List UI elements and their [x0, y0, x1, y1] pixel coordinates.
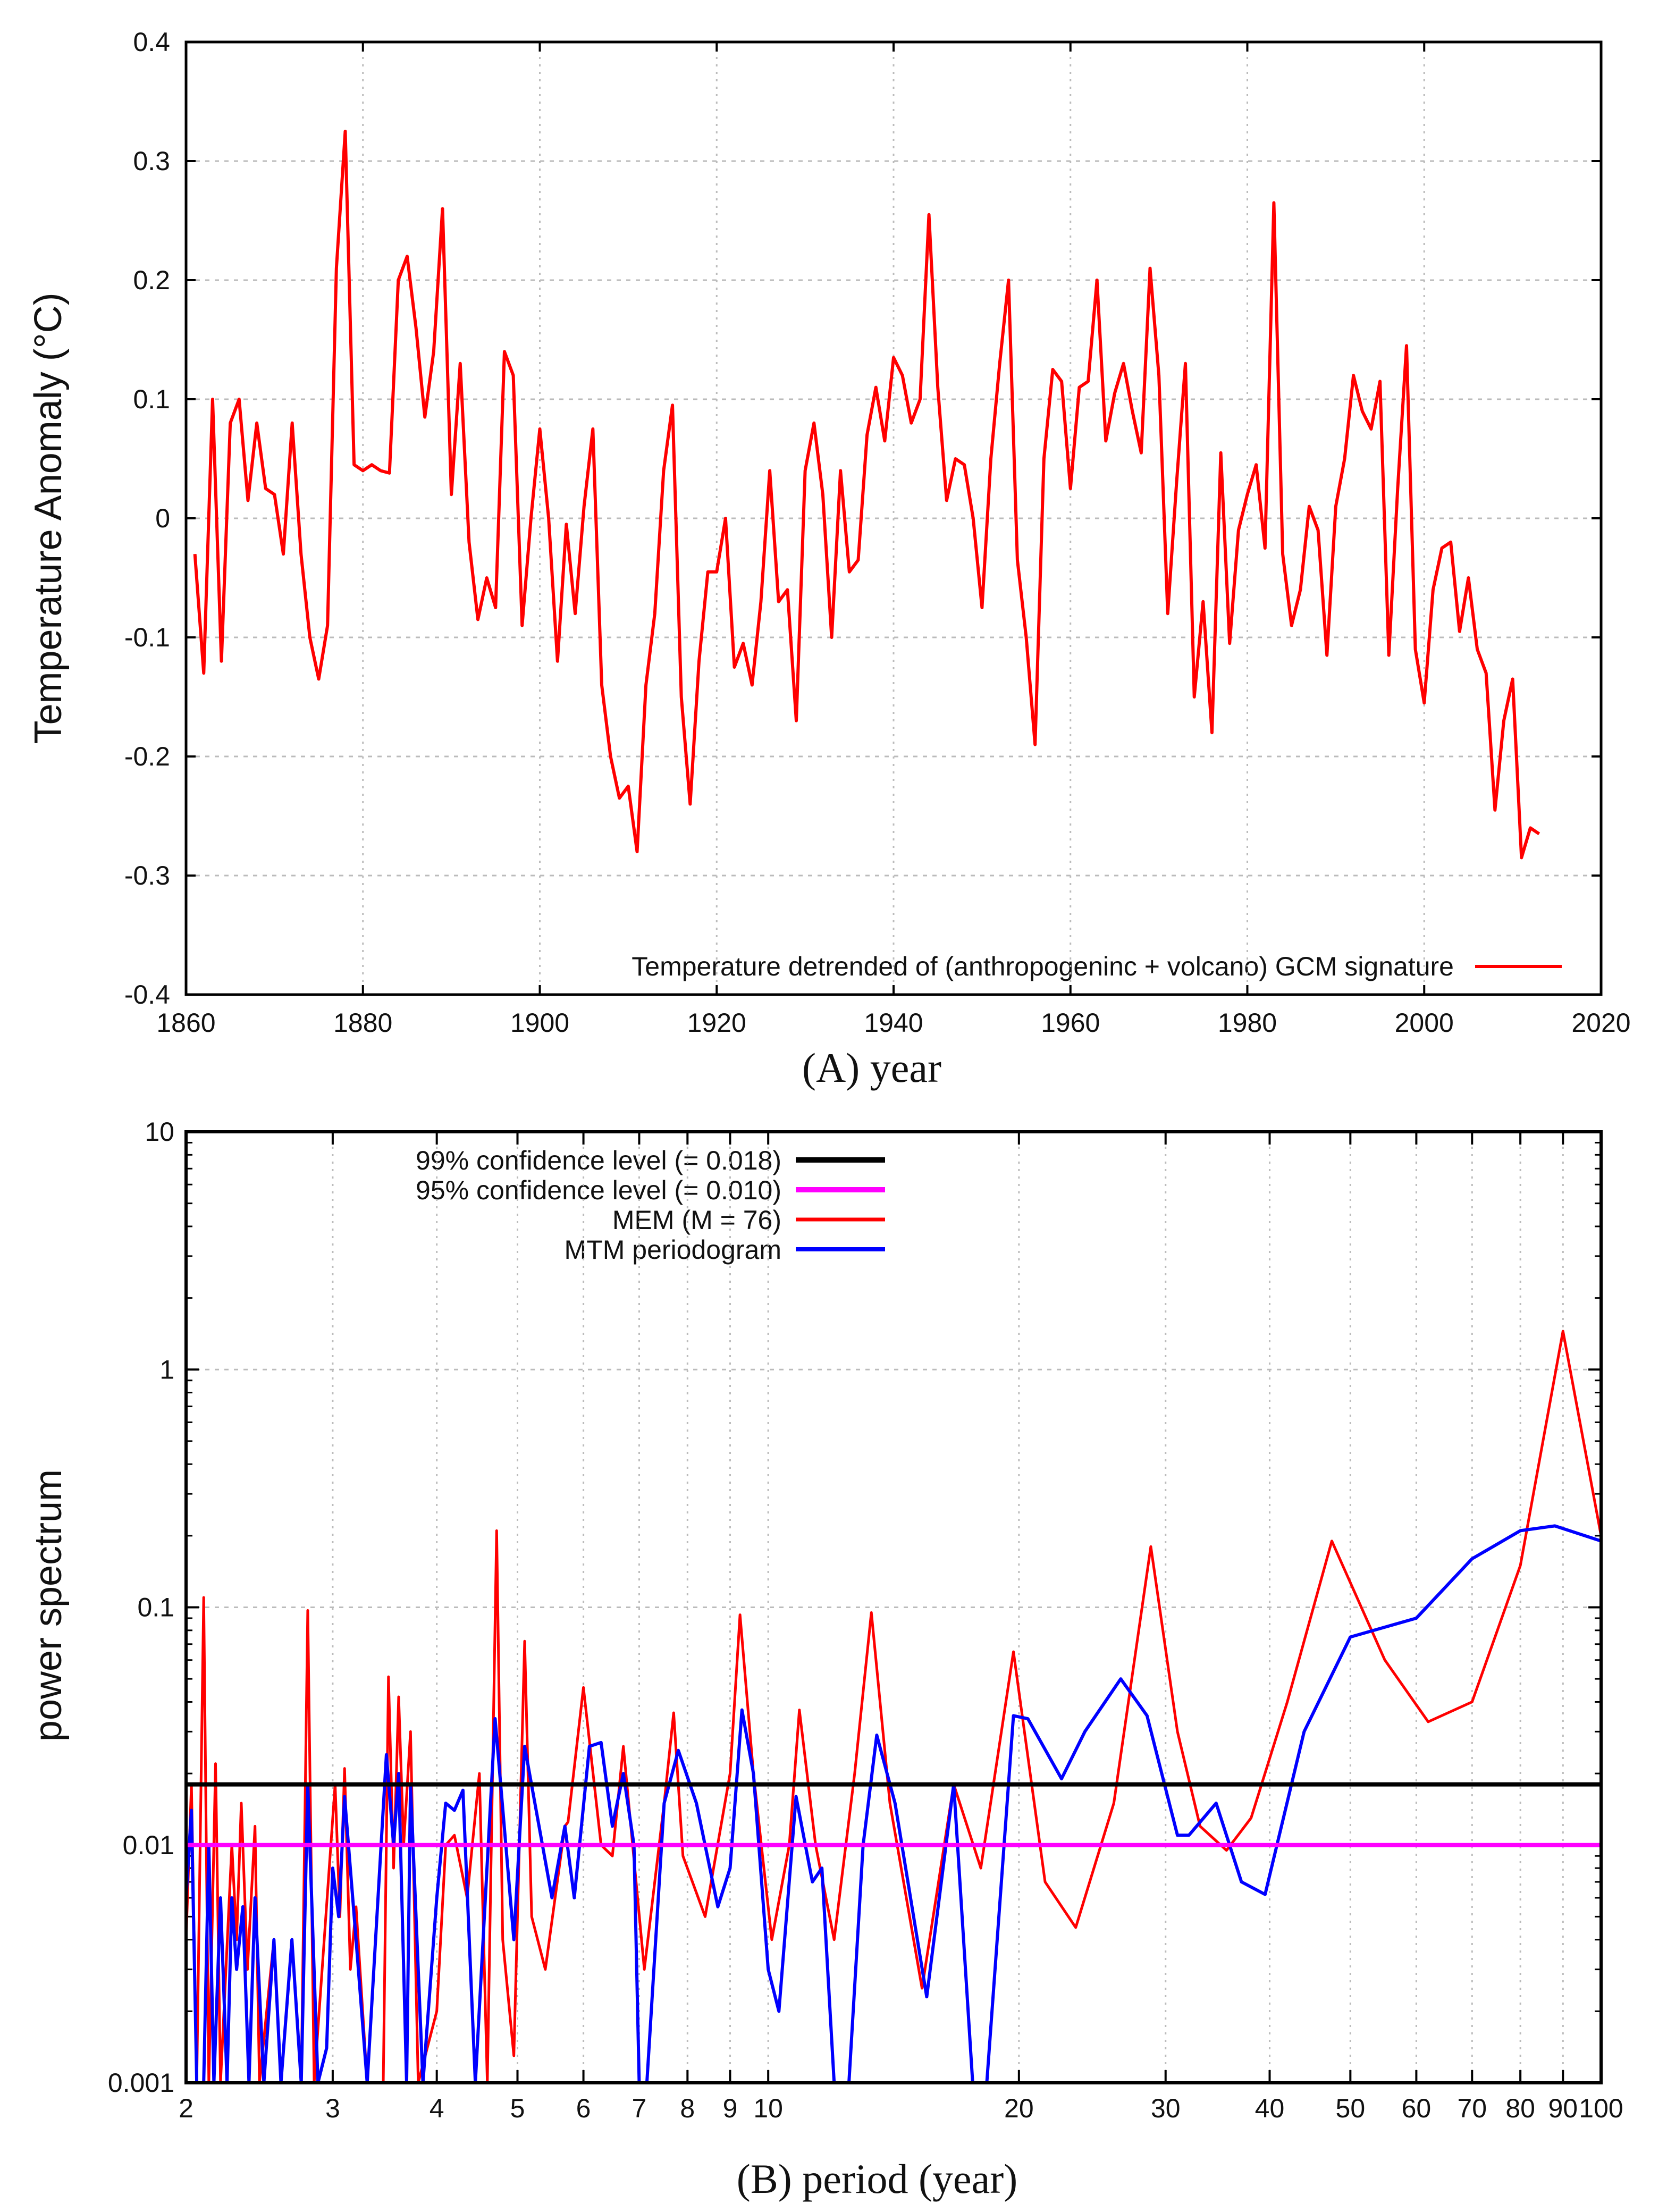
x-tick-label: 1940	[864, 1008, 923, 1038]
y-tick-label: 0	[155, 503, 170, 533]
plot-frame	[184, 1130, 1603, 2084]
x-tick-label: 1920	[687, 1008, 746, 1038]
legend-label-99: 99% confidence level (= 0.018)	[416, 1146, 781, 1175]
x-tick-label: 1980	[1218, 1008, 1277, 1038]
x-tick-label: 30	[1151, 2093, 1181, 2123]
x-tick-label: 70	[1457, 2093, 1487, 2123]
y-tick-label: 0.1	[133, 384, 170, 414]
y-tick-label: 0.001	[108, 2068, 174, 2098]
x-axis-label-b: (B) period (year)	[737, 2156, 1017, 2202]
x-tick-label: 5	[510, 2093, 525, 2123]
x-axis-label-a: (A) year	[802, 1045, 941, 1091]
y-tick-label: -0.1	[124, 623, 170, 652]
y-axis-label-b: power spectrum	[27, 1469, 70, 1742]
y-tick-label: 0.1	[137, 1593, 174, 1622]
temperature-series-line	[193, 130, 1540, 860]
y-tick-label: 10	[145, 1117, 174, 1147]
x-tick-label: 1900	[510, 1008, 569, 1038]
x-tick-label: 60	[1402, 2093, 1432, 2123]
x-tick-label: 10	[753, 2093, 783, 2123]
x-tick-label: 20	[1004, 2093, 1034, 2123]
x-tick-label: 50	[1336, 2093, 1366, 2123]
y-tick-label: 1	[159, 1355, 174, 1384]
x-tick-label: 80	[1505, 2093, 1535, 2123]
y-tick-label: 0.2	[133, 265, 170, 295]
mem-series-line	[186, 1330, 1601, 2083]
x-tick-label: 6	[576, 2093, 591, 2123]
y-tick-label: 0.01	[123, 1830, 174, 1860]
x-tick-label: 2020	[1571, 1008, 1630, 1038]
y-tick-label: -0.2	[124, 742, 170, 771]
x-tick-label: 1880	[333, 1008, 392, 1038]
y-tick-label: -0.4	[124, 980, 170, 1010]
x-tick-label: 7	[632, 2093, 647, 2123]
plot-frame	[184, 40, 1603, 996]
x-tick-label: 1960	[1041, 1008, 1100, 1038]
x-tick-label: 2	[179, 2093, 193, 2123]
x-tick-label: 90	[1548, 2093, 1578, 2123]
x-tick-label: 9	[723, 2093, 738, 2123]
x-tick-label: 2000	[1395, 1008, 1454, 1038]
mtm-series-line	[186, 1524, 1601, 2083]
legend-label-mem: MEM (M = 76)	[612, 1205, 781, 1235]
x-tick-label: 8	[680, 2093, 695, 2123]
power-spectrum-chart: (B) period (year) power spectrum 99% con…	[27, 1117, 1623, 2202]
y-tick-label: 0.3	[133, 146, 170, 176]
legend-label-mtm: MTM periodogram	[565, 1235, 781, 1265]
x-tick-label: 3	[325, 2093, 340, 2123]
legend-label-95: 95% confidence level (= 0.010)	[416, 1175, 781, 1205]
y-tick-label: 0.4	[133, 27, 170, 57]
legend-label-temperature: Temperature detrended of (anthropogeninc…	[632, 952, 1454, 981]
temperature-anomaly-chart: (A) year Temperature Anomaly (°C) Temper…	[27, 27, 1631, 1091]
x-tick-label: 40	[1255, 2093, 1285, 2123]
x-tick-label: 4	[430, 2093, 444, 2123]
x-tick-label: 100	[1579, 2093, 1623, 2123]
y-axis-label-a: Temperature Anomaly (°C)	[27, 292, 70, 744]
x-tick-label: 1860	[156, 1008, 215, 1038]
y-tick-label: -0.3	[124, 861, 170, 890]
